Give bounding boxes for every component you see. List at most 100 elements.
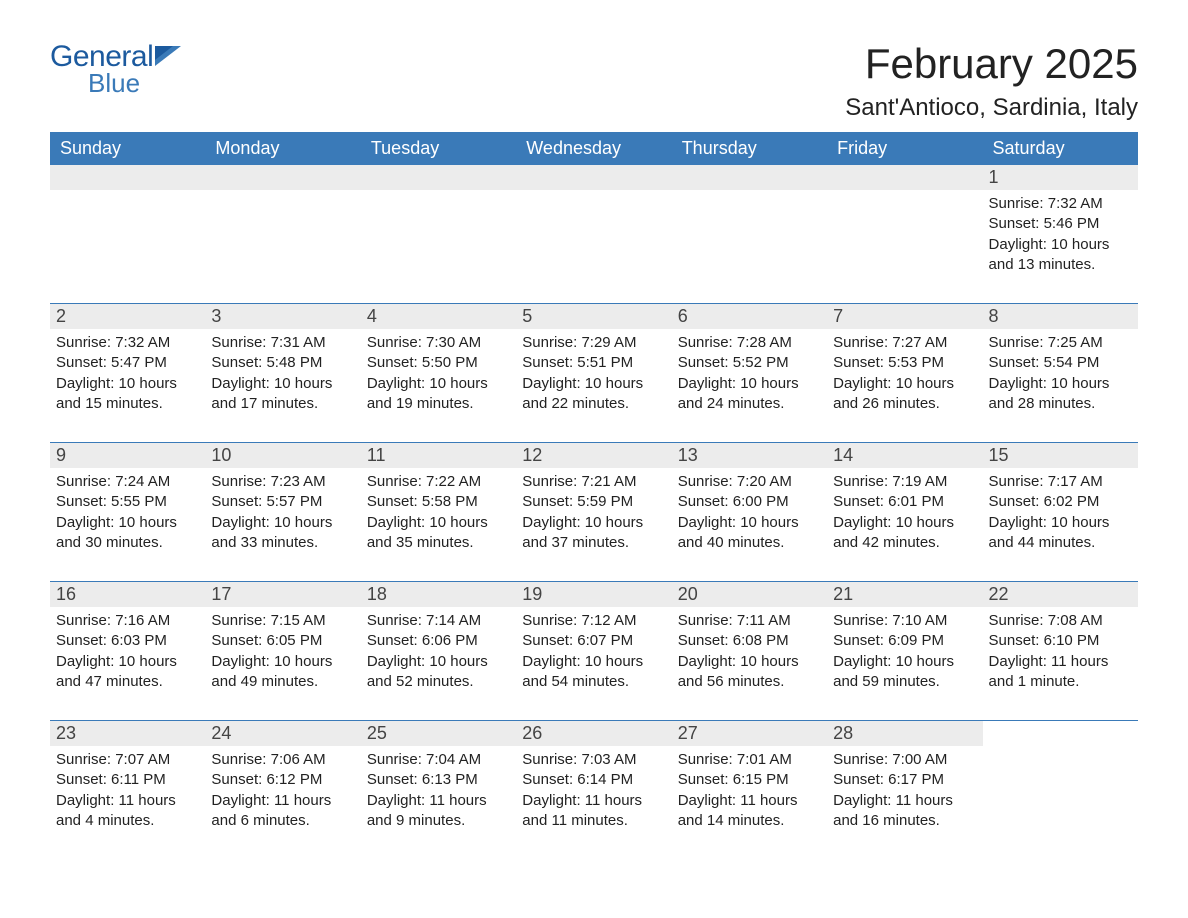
day-detail: Sunrise: 7:19 AMSunset: 6:01 PMDaylight:… bbox=[833, 472, 976, 553]
day-number: 6 bbox=[672, 304, 827, 329]
weekday-header: Sunday bbox=[50, 132, 205, 165]
calendar-day-cell bbox=[361, 165, 516, 304]
calendar-week-row: 1Sunrise: 7:32 AMSunset: 5:46 PMDaylight… bbox=[50, 165, 1138, 304]
logo: General Blue bbox=[50, 40, 181, 99]
day-number: 18 bbox=[361, 582, 516, 607]
day-number bbox=[516, 165, 671, 190]
day-detail: Sunrise: 7:01 AMSunset: 6:15 PMDaylight:… bbox=[678, 750, 821, 831]
day-detail: Sunrise: 7:22 AMSunset: 5:58 PMDaylight:… bbox=[367, 472, 510, 553]
day-detail: Sunrise: 7:12 AMSunset: 6:07 PMDaylight:… bbox=[522, 611, 665, 692]
day-number: 7 bbox=[827, 304, 982, 329]
day-detail: Sunrise: 7:29 AMSunset: 5:51 PMDaylight:… bbox=[522, 333, 665, 414]
calendar-day-cell: 11Sunrise: 7:22 AMSunset: 5:58 PMDayligh… bbox=[361, 443, 516, 582]
day-detail: Sunrise: 7:16 AMSunset: 6:03 PMDaylight:… bbox=[56, 611, 199, 692]
day-number: 25 bbox=[361, 721, 516, 746]
calendar-day-cell bbox=[50, 165, 205, 304]
calendar-day-cell: 13Sunrise: 7:20 AMSunset: 6:00 PMDayligh… bbox=[672, 443, 827, 582]
calendar-day-cell: 26Sunrise: 7:03 AMSunset: 6:14 PMDayligh… bbox=[516, 721, 671, 860]
day-detail: Sunrise: 7:07 AMSunset: 6:11 PMDaylight:… bbox=[56, 750, 199, 831]
day-number: 15 bbox=[983, 443, 1138, 468]
day-number: 16 bbox=[50, 582, 205, 607]
calendar-day-cell: 10 Sunrise: 7:23 AMSunset: 5:57 PMDayligh… bbox=[205, 443, 360, 582]
calendar-day-cell bbox=[205, 165, 360, 304]
weekday-header: Tuesday bbox=[361, 132, 516, 165]
day-number: 27 bbox=[672, 721, 827, 746]
calendar-day-cell: 7 Sunrise: 7:27 AMSunset: 5:53 PMDaylight… bbox=[827, 304, 982, 443]
day-detail: Sunrise: 7:31 AMSunset: 5:48 PMDaylight:… bbox=[211, 333, 354, 414]
calendar-day-cell: 5 Sunrise: 7:29 AMSunset: 5:51 PMDaylight… bbox=[516, 304, 671, 443]
calendar-day-cell: 3 Sunrise: 7:31 AMSunset: 5:48 PMDaylight… bbox=[205, 304, 360, 443]
day-detail: Sunrise: 7:14 AMSunset: 6:06 PMDaylight:… bbox=[367, 611, 510, 692]
day-number: 3 bbox=[205, 304, 360, 329]
calendar-day-cell: 9 Sunrise: 7:24 AMSunset: 5:55 PMDaylight… bbox=[50, 443, 205, 582]
day-number: 5 bbox=[516, 304, 671, 329]
day-detail: Sunrise: 7:25 AMSunset: 5:54 PMDaylight:… bbox=[989, 333, 1132, 414]
day-number: 2 bbox=[50, 304, 205, 329]
day-number: 26 bbox=[516, 721, 671, 746]
calendar-week-row: 9 Sunrise: 7:24 AMSunset: 5:55 PMDaylight… bbox=[50, 443, 1138, 582]
calendar-table: Sunday Monday Tuesday Wednesday Thursday… bbox=[50, 132, 1138, 859]
location-subtitle: Sant'Antioco, Sardinia, Italy bbox=[845, 94, 1138, 122]
calendar-day-cell bbox=[516, 165, 671, 304]
day-number: 17 bbox=[205, 582, 360, 607]
weekday-header: Thursday bbox=[672, 132, 827, 165]
calendar-day-cell: 1Sunrise: 7:32 AMSunset: 5:46 PMDaylight… bbox=[983, 165, 1138, 304]
day-number: 12 bbox=[516, 443, 671, 468]
day-number: 10 bbox=[205, 443, 360, 468]
calendar-day-cell: 22 Sunrise: 7:08 AMSunset: 6:10 PMDayligh… bbox=[983, 582, 1138, 721]
day-detail: Sunrise: 7:24 AMSunset: 5:55 PMDaylight:… bbox=[56, 472, 199, 553]
title-block: February 2025 Sant'Antioco, Sardinia, It… bbox=[845, 40, 1138, 122]
calendar-day-cell: 17 Sunrise: 7:15 AMSunset: 6:05 PMDayligh… bbox=[205, 582, 360, 721]
calendar-day-cell: 24 Sunrise: 7:06 AMSunset: 6:12 PMDayligh… bbox=[205, 721, 360, 860]
calendar-day-cell: 8 Sunrise: 7:25 AMSunset: 5:54 PMDaylight… bbox=[983, 304, 1138, 443]
day-number bbox=[205, 165, 360, 190]
calendar-day-cell: 20 Sunrise: 7:11 AMSunset: 6:08 PMDayligh… bbox=[672, 582, 827, 721]
calendar-day-cell bbox=[983, 721, 1138, 860]
calendar-day-cell: 12Sunrise: 7:21 AMSunset: 5:59 PMDayligh… bbox=[516, 443, 671, 582]
calendar-day-cell: 4 Sunrise: 7:30 AMSunset: 5:50 PMDaylight… bbox=[361, 304, 516, 443]
day-number: 9 bbox=[50, 443, 205, 468]
day-number: 21 bbox=[827, 582, 982, 607]
calendar-day-cell: 15Sunrise: 7:17 AMSunset: 6:02 PMDayligh… bbox=[983, 443, 1138, 582]
month-title: February 2025 bbox=[845, 40, 1138, 88]
calendar-day-cell: 28Sunrise: 7:00 AMSunset: 6:17 PMDayligh… bbox=[827, 721, 982, 860]
day-number bbox=[827, 165, 982, 190]
calendar-week-row: 16 Sunrise: 7:16 AMSunset: 6:03 PMDayligh… bbox=[50, 582, 1138, 721]
day-detail: Sunrise: 7:27 AMSunset: 5:53 PMDaylight:… bbox=[833, 333, 976, 414]
calendar-day-cell: 25 Sunrise: 7:04 AMSunset: 6:13 PMDayligh… bbox=[361, 721, 516, 860]
calendar-week-row: 23 Sunrise: 7:07 AMSunset: 6:11 PMDayligh… bbox=[50, 721, 1138, 860]
calendar-day-cell: 6 Sunrise: 7:28 AMSunset: 5:52 PMDaylight… bbox=[672, 304, 827, 443]
calendar-day-cell: 19 Sunrise: 7:12 AMSunset: 6:07 PMDayligh… bbox=[516, 582, 671, 721]
day-detail: Sunrise: 7:28 AMSunset: 5:52 PMDaylight:… bbox=[678, 333, 821, 414]
calendar-day-cell: 2 Sunrise: 7:32 AMSunset: 5:47 PMDaylight… bbox=[50, 304, 205, 443]
weekday-header: Monday bbox=[205, 132, 360, 165]
day-number: 22 bbox=[983, 582, 1138, 607]
calendar-day-cell: 27 Sunrise: 7:01 AMSunset: 6:15 PMDayligh… bbox=[672, 721, 827, 860]
day-number: 23 bbox=[50, 721, 205, 746]
day-detail: Sunrise: 7:10 AMSunset: 6:09 PMDaylight:… bbox=[833, 611, 976, 692]
day-detail: Sunrise: 7:30 AMSunset: 5:50 PMDaylight:… bbox=[367, 333, 510, 414]
day-detail: Sunrise: 7:00 AMSunset: 6:17 PMDaylight:… bbox=[833, 750, 976, 831]
day-number bbox=[983, 721, 1138, 746]
day-number: 20 bbox=[672, 582, 827, 607]
day-number: 14 bbox=[827, 443, 982, 468]
weekday-header: Friday bbox=[827, 132, 982, 165]
day-detail: Sunrise: 7:32 AMSunset: 5:47 PMDaylight:… bbox=[56, 333, 199, 414]
logo-blue-text: Blue bbox=[88, 68, 181, 99]
day-number: 13 bbox=[672, 443, 827, 468]
day-number: 4 bbox=[361, 304, 516, 329]
day-number: 24 bbox=[205, 721, 360, 746]
day-detail: Sunrise: 7:06 AMSunset: 6:12 PMDaylight:… bbox=[211, 750, 354, 831]
day-detail: Sunrise: 7:08 AMSunset: 6:10 PMDaylight:… bbox=[989, 611, 1132, 692]
day-detail: Sunrise: 7:23 AMSunset: 5:57 PMDaylight:… bbox=[211, 472, 354, 553]
day-detail: Sunrise: 7:11 AMSunset: 6:08 PMDaylight:… bbox=[678, 611, 821, 692]
day-detail: Sunrise: 7:32 AMSunset: 5:46 PMDaylight:… bbox=[989, 194, 1132, 275]
day-number bbox=[361, 165, 516, 190]
day-number: 19 bbox=[516, 582, 671, 607]
day-detail: Sunrise: 7:15 AMSunset: 6:05 PMDaylight:… bbox=[211, 611, 354, 692]
calendar-week-row: 2 Sunrise: 7:32 AMSunset: 5:47 PMDaylight… bbox=[50, 304, 1138, 443]
day-number: 8 bbox=[983, 304, 1138, 329]
day-detail: Sunrise: 7:04 AMSunset: 6:13 PMDaylight:… bbox=[367, 750, 510, 831]
logo-flag-icon bbox=[155, 46, 181, 66]
weekday-header-row: Sunday Monday Tuesday Wednesday Thursday… bbox=[50, 132, 1138, 165]
